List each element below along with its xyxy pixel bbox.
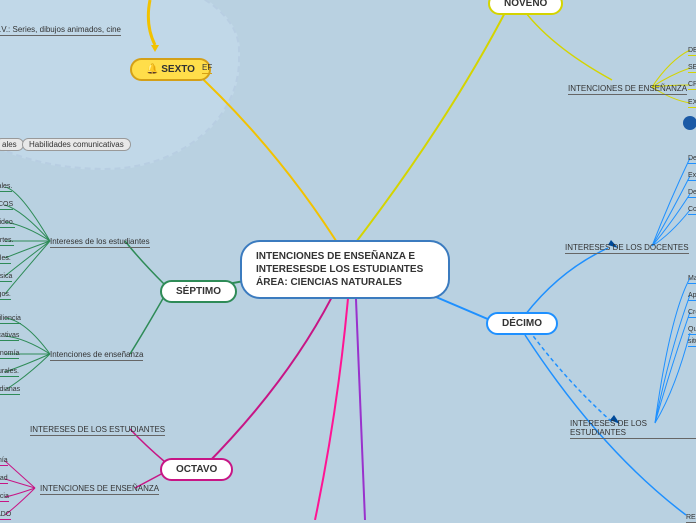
sexto-top-label: T.V.: Series, dibujos animados, cine xyxy=(0,25,121,36)
center-line2: INTERESESDE LOS ESTUDIANTES xyxy=(256,263,434,276)
sexto-label: SEXTO xyxy=(161,64,195,75)
sl6: igos. xyxy=(0,291,11,300)
sl2: video. xyxy=(0,219,15,228)
dr1: Ex xyxy=(688,172,696,181)
dr3: Co xyxy=(688,206,696,215)
ol1: dad xyxy=(0,475,8,484)
sl9: onomía xyxy=(0,350,19,359)
septimo-label: SÉPTIMO xyxy=(176,286,221,297)
sl10: turales. xyxy=(0,368,19,377)
dr20: Ma xyxy=(688,275,696,284)
center-line3: ÁREA: CIENCIAS NATURALES xyxy=(256,276,434,289)
ol3: ADO xyxy=(0,511,11,520)
septimo-intenciones: Intenciones de enseñanza xyxy=(50,350,143,361)
dr23: Qu xyxy=(688,326,696,335)
sl1: ICOS xyxy=(0,201,13,210)
septimo-node[interactable]: SÉPTIMO xyxy=(160,280,237,303)
dr21: Apl xyxy=(688,292,696,301)
center-node[interactable]: INTENCIONES DE ENSEÑANZA E INTERESESDE L… xyxy=(240,240,450,299)
octavo-label: OCTAVO xyxy=(176,464,217,475)
sl11: tidianas xyxy=(0,386,20,395)
nr3: EX xyxy=(688,99,696,108)
sexto-right-1: Habilidades comunicativas xyxy=(22,138,131,151)
decimo-node[interactable]: DÉCIMO xyxy=(486,312,558,335)
ol0: mía xyxy=(0,457,8,466)
sexto-node[interactable]: 🔔 SEXTO xyxy=(130,58,211,81)
sexto-ef: EF xyxy=(202,63,212,74)
blue-dot-icon xyxy=(683,116,696,130)
decimo-estudiantes: INTERESES DE LOS ESTUDIANTES xyxy=(570,419,696,439)
septimo-intereses: Intereses de los estudiantes xyxy=(50,237,150,248)
dr2: De xyxy=(688,189,696,198)
decimo-bottom: RED xyxy=(686,514,696,523)
dr24: situ xyxy=(688,338,696,347)
octavo-intereses: INTERESES DE LOS ESTUDIANTES xyxy=(30,425,165,436)
nr0: DE xyxy=(688,47,696,56)
nr2: CR xyxy=(688,81,696,90)
ol2: ncia xyxy=(0,493,9,502)
sl7: siliencia xyxy=(0,315,21,324)
sl4: ales. xyxy=(0,255,11,264)
octavo-intenciones: INTENCIONES DE ENSEÑANZA xyxy=(40,484,159,495)
sl3: ortes. xyxy=(0,237,14,246)
nr1: SE xyxy=(688,64,696,73)
decimo-docentes: INTERESES DE LOS DOCENTES xyxy=(565,243,689,254)
sl5: física xyxy=(0,273,12,282)
noveno-node[interactable]: NOVENO xyxy=(488,0,563,15)
sl0: iales. xyxy=(0,183,12,192)
dr0: De xyxy=(688,155,696,164)
sl8: icativas xyxy=(0,332,19,341)
octavo-node[interactable]: OCTAVO xyxy=(160,458,233,481)
sexto-right-0: ales xyxy=(0,138,24,151)
center-line1: INTENCIONES DE ENSEÑANZA E xyxy=(256,250,434,263)
decimo-label: DÉCIMO xyxy=(502,318,542,329)
dr22: Cre xyxy=(688,309,696,318)
noveno-label: NOVENO xyxy=(504,0,547,9)
sexto-icon: 🔔 xyxy=(146,64,158,75)
noveno-intenciones: INTENCIONES DE ENSEÑANZA xyxy=(568,84,687,95)
